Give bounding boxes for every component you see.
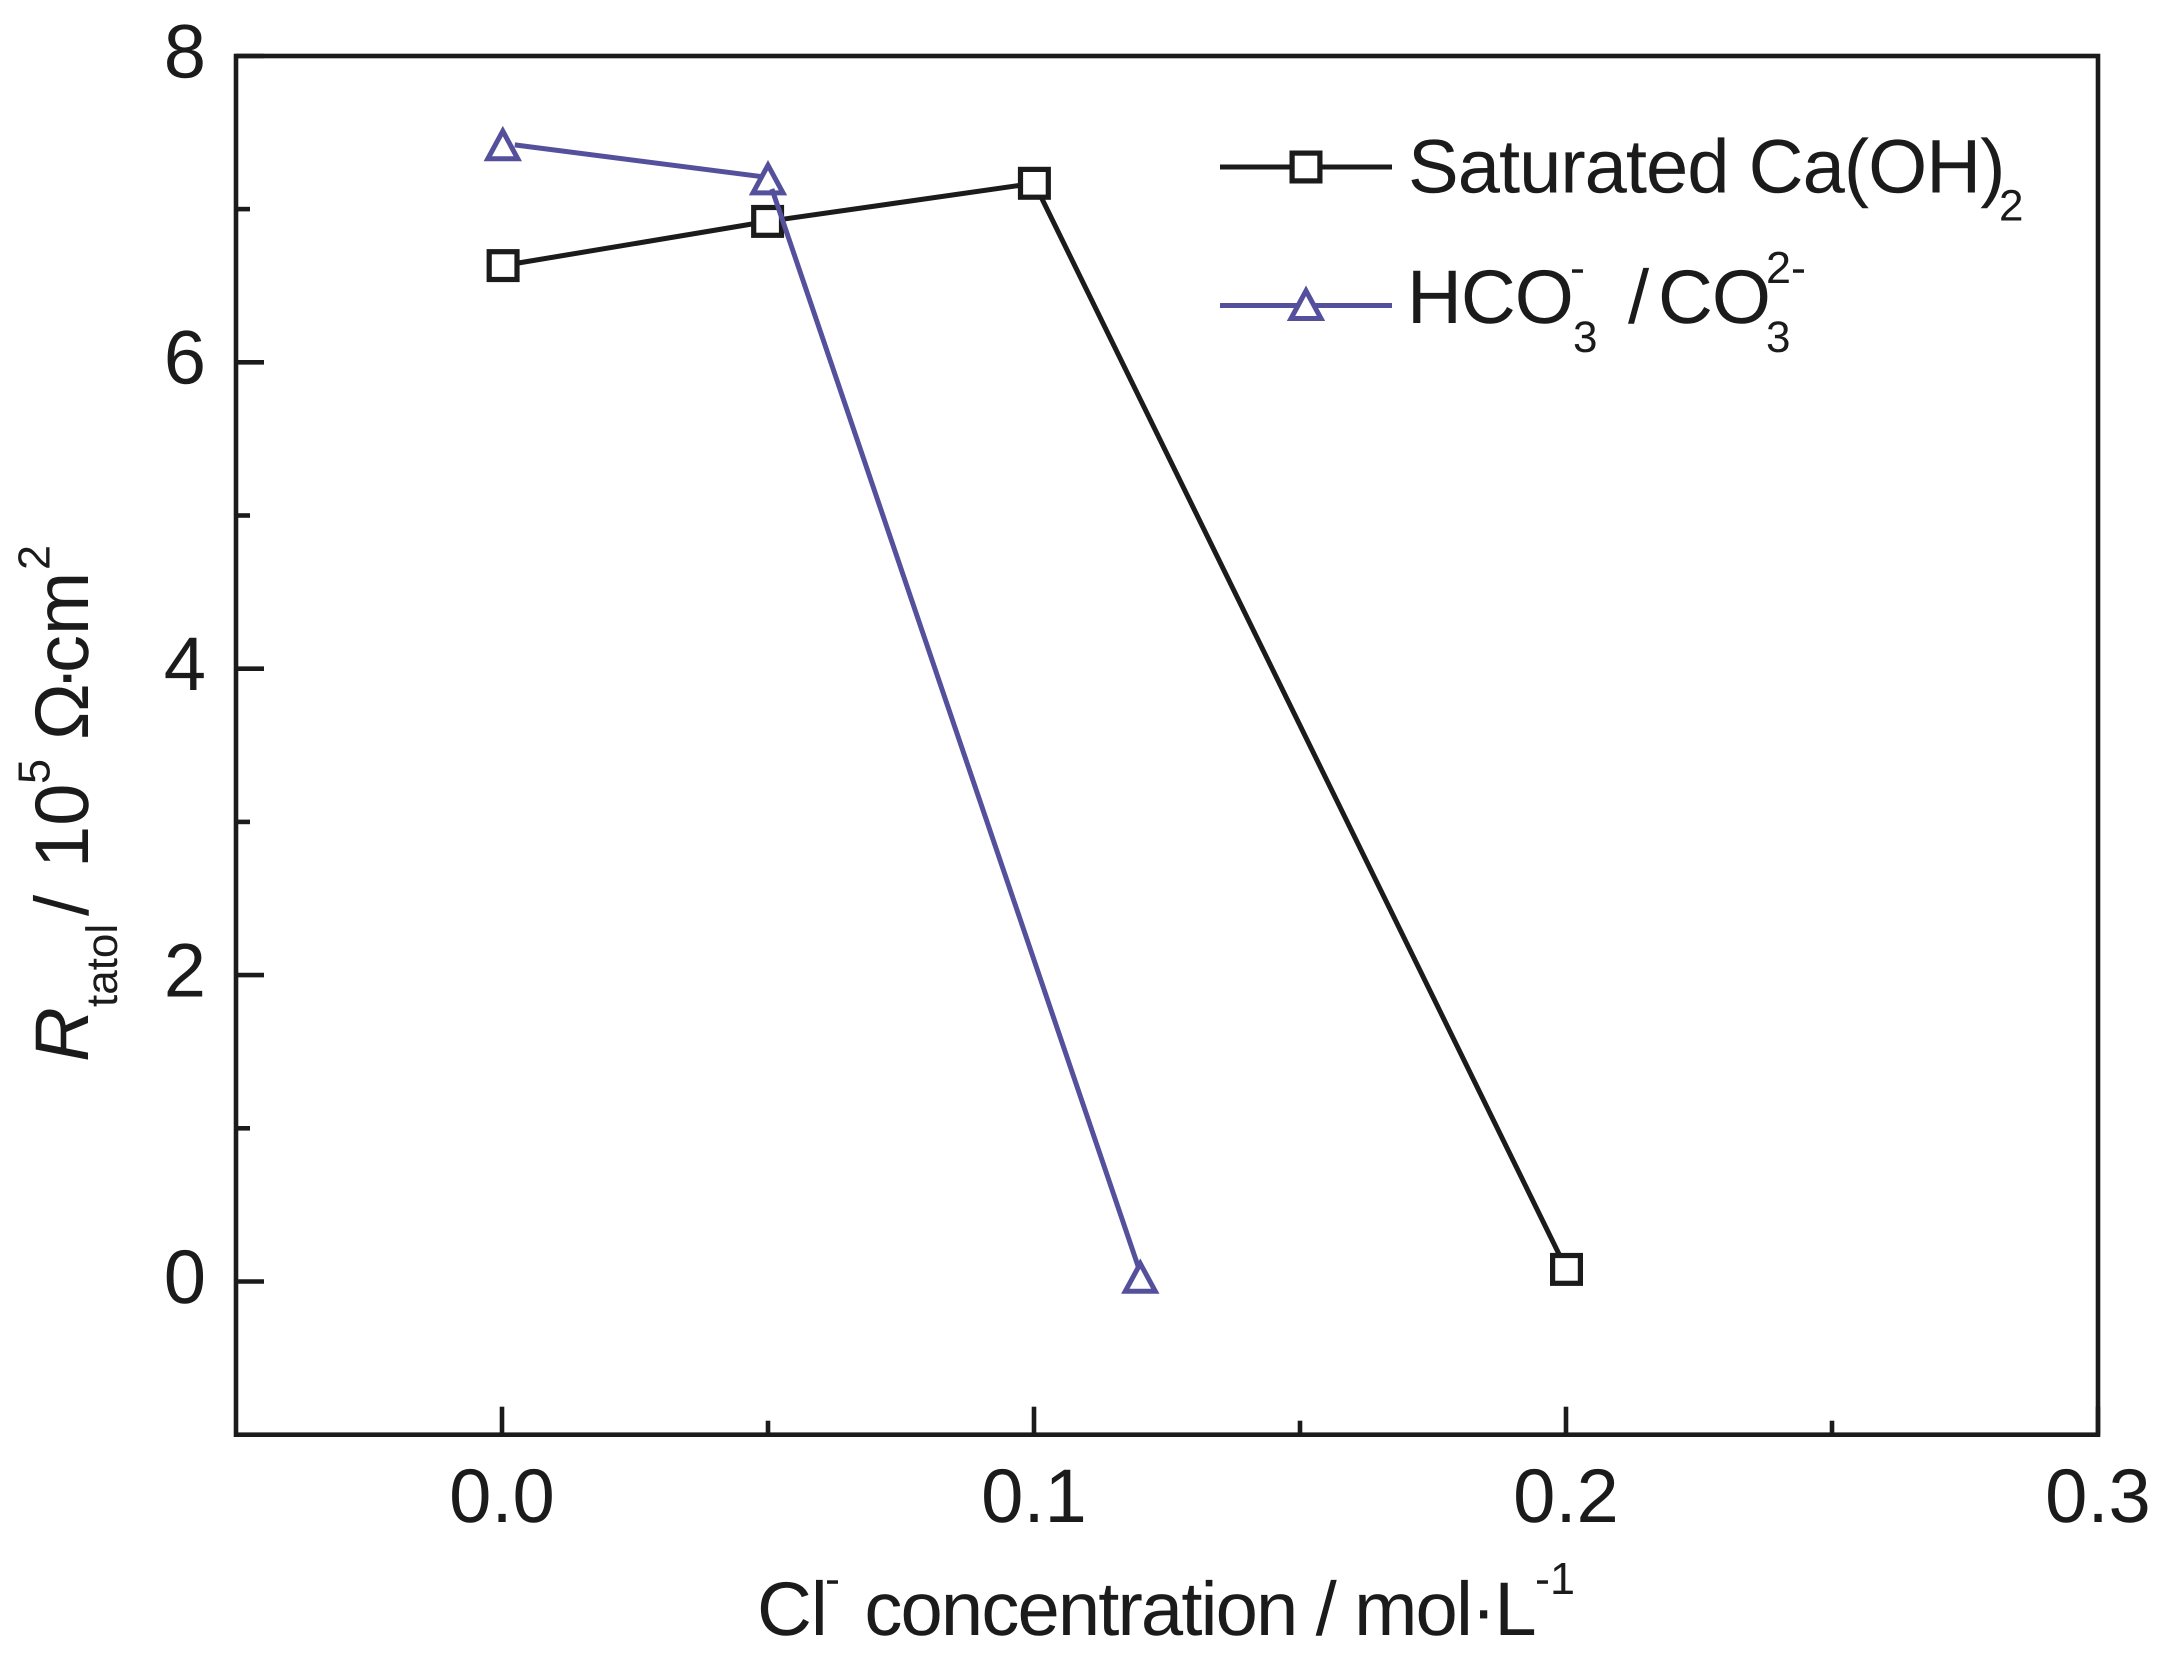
svg-text:3: 3 [1766,313,1790,362]
svg-text:3: 3 [1573,313,1597,362]
svg-text:4: 4 [164,622,206,707]
svg-text:R: R [20,1007,105,1062]
svg-text:2: 2 [1999,182,2023,231]
svg-text:10: 10 [20,783,105,868]
svg-text:0.1: 0.1 [981,1454,1087,1539]
svg-text:Saturated Ca(OH): Saturated Ca(OH) [1408,125,2004,210]
svg-text:2: 2 [9,545,60,570]
svg-text:-1: -1 [1535,1553,1575,1604]
svg-text:Ω: Ω [20,683,105,740]
svg-text:8: 8 [164,9,206,94]
svg-text:tatol: tatol [78,924,127,1007]
svg-text:Cl: Cl [757,1567,827,1652]
svg-text:/: / [20,894,105,916]
svg-text:/: / [1628,255,1650,340]
svg-text:6: 6 [164,316,206,401]
svg-text:cm: cm [20,572,105,673]
svg-text:2-: 2- [1766,242,1806,293]
svg-text:0.3: 0.3 [2045,1454,2151,1539]
svg-text:HCO: HCO [1407,255,1573,340]
svg-text:-: - [825,1553,840,1604]
svg-text:0.0: 0.0 [449,1454,555,1539]
svg-text:·: · [20,666,105,691]
svg-text:concentration / mol·L: concentration / mol·L [864,1567,1534,1652]
svg-text:0: 0 [164,1235,206,1320]
svg-text:-: - [1570,242,1585,293]
svg-text:CO: CO [1658,255,1770,340]
svg-text:0.2: 0.2 [1513,1454,1619,1539]
svg-text:5: 5 [9,759,60,784]
svg-text:2: 2 [164,928,206,1013]
